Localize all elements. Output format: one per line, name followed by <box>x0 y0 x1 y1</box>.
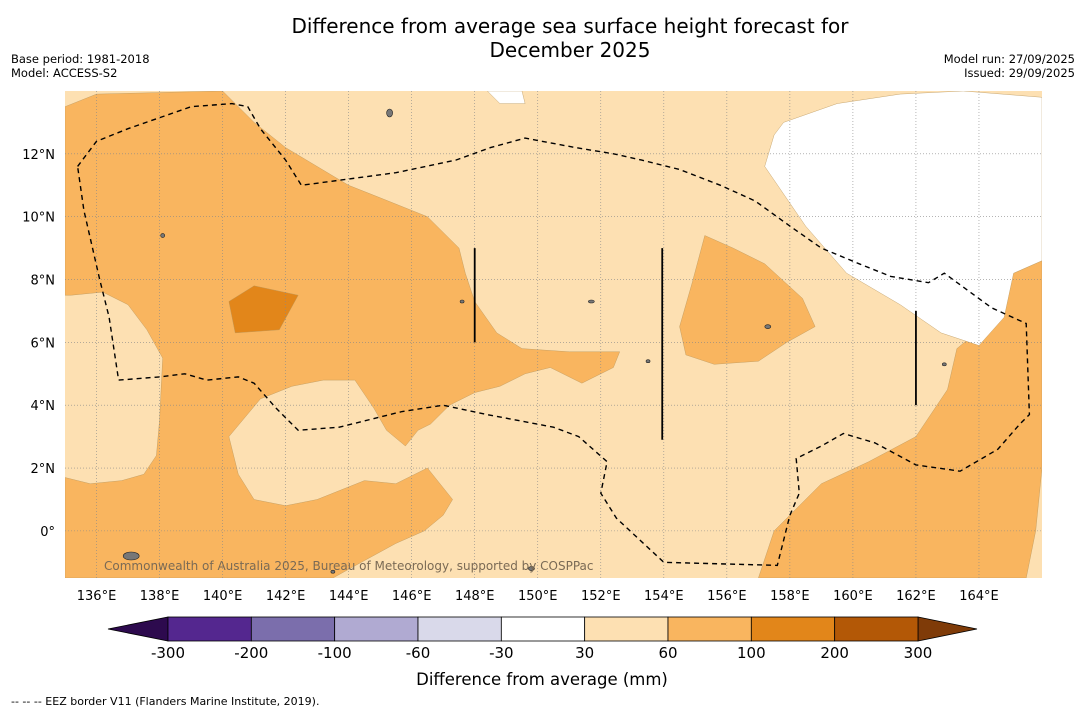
meta-right: Model run: 27/09/2025 Issued: 29/09/2025 <box>944 52 1075 80</box>
colorbar-tick-label: 200 <box>820 644 849 662</box>
x-tick-label: 152°E <box>581 589 621 604</box>
chart-title-line1: Difference from average sea surface heig… <box>291 14 849 38</box>
colorbar-swatch-4 <box>417 616 502 642</box>
y-tick-label: 6°N <box>31 336 56 351</box>
colorbar-tick-label: -30 <box>489 644 514 662</box>
meta-left: Base period: 1981-2018 Model: ACCESS-S2 <box>11 52 150 80</box>
colorbar-label: Difference from average (mm) <box>416 670 668 689</box>
y-tick-label: 0° <box>40 525 55 540</box>
x-tick-label: 160°E <box>833 589 873 604</box>
x-tick-label: 150°E <box>518 589 558 604</box>
colorbar-extend-low <box>107 616 169 642</box>
x-tick-label: 158°E <box>770 589 810 604</box>
island-6 <box>645 359 651 364</box>
contour-region-3 <box>679 235 816 365</box>
chart-title: Difference from average sea surface heig… <box>0 14 1085 62</box>
colorbar-swatch-1 <box>167 616 252 642</box>
colorbar-swatch-3 <box>334 616 419 642</box>
island-8 <box>941 362 947 367</box>
colorbar-tick-label: -300 <box>151 644 185 662</box>
colorbar-extend-high <box>917 616 978 642</box>
colorbar-swatch-5 <box>500 616 586 642</box>
eez-border-1 <box>76 102 1031 567</box>
island-1 <box>122 551 140 561</box>
model-name: Model: ACCESS-S2 <box>11 66 118 80</box>
x-tick-label: 156°E <box>707 589 747 604</box>
y-tick-label: 10°N <box>22 211 55 226</box>
x-tick-label: 162°E <box>896 589 936 604</box>
colorbar-swatch-8 <box>750 616 836 642</box>
contour-region-2 <box>228 285 299 334</box>
gridlines <box>65 91 1042 578</box>
y-tick-label: 8°N <box>31 274 56 289</box>
island-3 <box>386 108 393 118</box>
colorbar-tick-label: -200 <box>234 644 268 662</box>
base-period: Base period: 1981-2018 <box>11 52 150 66</box>
contour-region-6 <box>487 91 526 104</box>
islands <box>122 108 947 574</box>
contour-regions <box>65 91 1042 578</box>
contour-region-5 <box>764 91 1042 346</box>
issued-date: Issued: 29/09/2025 <box>964 66 1075 80</box>
island-10 <box>330 569 336 574</box>
marker-lines <box>473 248 917 440</box>
eez-borders <box>76 102 1031 567</box>
y-tick-label: 12°N <box>22 148 55 163</box>
colorbar-swatch-7 <box>667 616 752 642</box>
y-tick-label: 4°N <box>31 399 56 414</box>
island-5 <box>588 299 595 304</box>
x-tick-label: 142°E <box>266 589 306 604</box>
island-4 <box>459 299 465 304</box>
x-tick-label: 140°E <box>203 589 243 604</box>
x-tick-label: 136°E <box>77 589 117 604</box>
colorbar-swatch-6 <box>584 616 669 642</box>
model-run: Model run: 27/09/2025 <box>943 52 1075 66</box>
colorbar-swatch-9 <box>834 616 919 642</box>
colorbar-tick-label: -100 <box>318 644 352 662</box>
credit-text: Commonwealth of Australia 2025, Bureau o… <box>104 559 594 573</box>
x-tick-label: 164°E <box>959 589 999 604</box>
colorbar-tick-label: -60 <box>406 644 431 662</box>
contour-region-1 <box>65 91 620 578</box>
x-axis-ticks: 136°E 138°E 140°E 142°E 144°E 146°E 148°E 150°E… <box>77 589 999 604</box>
colorbar-tick-label: 100 <box>737 644 766 662</box>
y-axis-ticks: 0° 2°N 4°N 6°N 8°N 10°N 12°N <box>22 148 55 540</box>
chart-title-line2: December 2025 <box>489 38 651 62</box>
island-9 <box>528 566 535 571</box>
eez-footnote: -- -- -- EEZ border V11 (Flanders Marine… <box>11 695 320 708</box>
x-tick-label: 154°E <box>644 589 684 604</box>
y-tick-label: 2°N <box>31 462 56 477</box>
colorbar-swatch-2 <box>250 616 336 642</box>
island-7 <box>764 324 772 329</box>
x-tick-label: 138°E <box>140 589 180 604</box>
x-tick-label: 144°E <box>329 589 369 604</box>
island-2 <box>160 233 165 238</box>
x-tick-label: 146°E <box>392 589 432 604</box>
colorbar-tick-label: 60 <box>658 644 677 662</box>
colorbar-tick-label: 300 <box>904 644 933 662</box>
colorbar-tick-label: 30 <box>575 644 594 662</box>
colorbar: -300 -200 -100 -60 -30 30 60 100 200 300 <box>107 616 978 662</box>
x-tick-label: 148°E <box>455 589 495 604</box>
